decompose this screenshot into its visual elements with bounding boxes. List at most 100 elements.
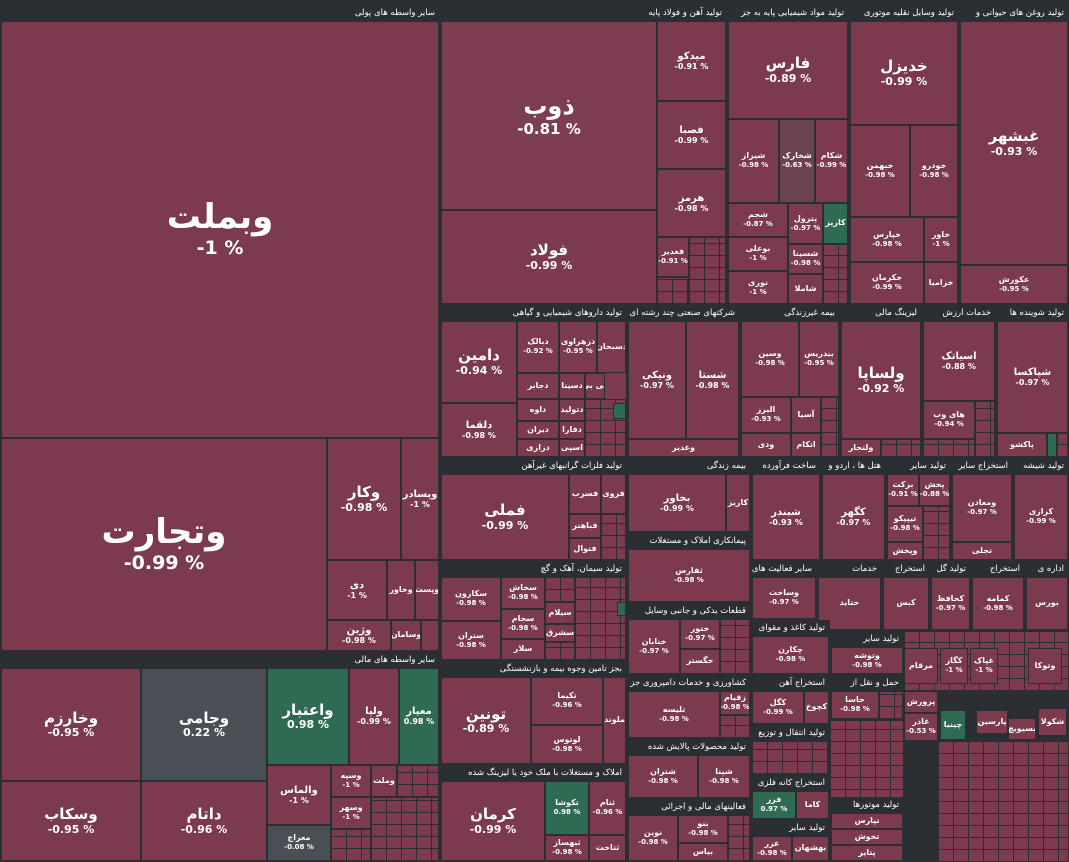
- tile-vlbejat[interactable]: ولتجار: [841, 439, 881, 457]
- tile-vmaadan[interactable]: ومعادن% 0.97-: [952, 474, 1012, 542]
- tile-dasbin[interactable]: اسپی: [559, 439, 585, 457]
- tile-ghazar[interactable]: غاذر% 0.53-: [904, 713, 938, 741]
- tile-vnikki[interactable]: ونیکی% 0.97-: [628, 321, 686, 439]
- tile-tahzar[interactable]: ثتاخت: [589, 835, 626, 861]
- tile-ghazi[interactable]: غزر% 0.98-: [752, 836, 792, 861]
- tile-vskab[interactable]: وسکاب% 0.95-: [1, 781, 141, 861]
- tile-dibiran[interactable]: دیران: [517, 421, 559, 439]
- tile-dsobhan[interactable]: دسبحان: [597, 321, 626, 373]
- tile-shpaksa[interactable]: شپاکسا% 0.97-: [997, 321, 1068, 433]
- tile-basimi[interactable]: بسیویچ: [1008, 718, 1036, 740]
- tile-hama[interactable]: حاسا% 0.98-: [831, 691, 879, 719]
- tile-frozi[interactable]: فروی: [601, 474, 626, 514]
- tile-asia[interactable]: آسیا: [791, 397, 821, 433]
- tile-kariz[interactable]: کاریز: [726, 474, 750, 532]
- tile-vzhin[interactable]: وژین% 0.98-: [327, 620, 391, 651]
- tile-khtoor[interactable]: ختور% 0.97-: [680, 619, 720, 649]
- tile-shiraz[interactable]: شیراز% 0.98-: [728, 119, 779, 203]
- tile-lotos[interactable]: لوتوس% 0.98-: [531, 725, 603, 764]
- tile-molood[interactable]: ملوند: [603, 677, 626, 764]
- tile-miyar[interactable]: معیار% 0.98: [399, 668, 439, 765]
- tile-vasmin[interactable]: وسین% 0.98-: [741, 321, 799, 397]
- tile-barkat[interactable]: برکت% 0.91-: [887, 474, 919, 506]
- tile-damin[interactable]: دامین% 0.94-: [441, 321, 517, 403]
- tile-vlipa[interactable]: ولپا% 0.99-: [349, 668, 399, 765]
- tile-fameli[interactable]: فملی% 0.99-: [441, 474, 569, 560]
- tile-vsine[interactable]: وسپه% 1-: [331, 765, 371, 797]
- tile-atkam[interactable]: اتکام: [791, 433, 821, 457]
- tile-dkobi[interactable]: کی بی: [585, 373, 605, 399]
- tile-vmehr[interactable]: وسهر% 1-: [331, 797, 371, 829]
- tile-kehfat[interactable]: کحافظ% 0.97-: [931, 577, 970, 630]
- tile-kagol[interactable]: کگل% 0.99-: [752, 691, 804, 724]
- tile-tbehsaz[interactable]: ثبهساز% 0.98-: [545, 835, 589, 861]
- tile-vkharazm[interactable]: وخارزم% 0.95-: [1, 668, 141, 781]
- tile-asiatek[interactable]: اسیاتک% 0.88-: [923, 321, 995, 401]
- tile-shsina[interactable]: شسینا% 0.98-: [788, 244, 823, 274]
- tile-shcham[interactable]: شجم% 0.87-: [728, 203, 788, 237]
- tile-fghadir[interactable]: فغدیر% 0.91-: [657, 237, 689, 277]
- tile-vghadir[interactable]: وغدیر: [628, 439, 739, 457]
- tile-vbmelat[interactable]: وبملت% 1-: [1, 21, 439, 438]
- tile-khakram[interactable]: خکرمان% 0.99-: [850, 262, 924, 304]
- tile-vsaman[interactable]: وسامان: [391, 620, 421, 651]
- tile-tekam[interactable]: ثنام% 0.96-: [589, 781, 626, 835]
- tile-vdi[interactable]: ودی: [741, 433, 791, 457]
- tile-tekosha[interactable]: تکوشا% 0.98: [545, 781, 589, 835]
- tile-tpars[interactable]: تپارس: [831, 813, 903, 829]
- tile-fjam[interactable]: فنوال: [569, 538, 601, 560]
- tile-boors[interactable]: بورس: [1026, 577, 1068, 630]
- tile-shetran[interactable]: شتران% 0.98-: [628, 755, 698, 798]
- tile-shamla[interactable]: شاملا: [788, 274, 823, 304]
- tile-bias[interactable]: بیاس: [678, 843, 728, 861]
- tile-khbahman[interactable]: خبهمن% 0.98-: [850, 125, 910, 217]
- tile-khgostar[interactable]: خگستر: [680, 649, 720, 674]
- tile-dbalk[interactable]: دبالک% 0.92-: [517, 321, 559, 373]
- tile-dsina[interactable]: دسینا: [559, 373, 585, 399]
- tile-vpost[interactable]: وپست: [415, 560, 439, 620]
- tile-kchoukh[interactable]: کچوخ: [804, 691, 829, 724]
- tile-fars[interactable]: فارس% 0.89-: [728, 21, 848, 119]
- tile-shbandar[interactable]: شبندر% 0.93-: [752, 474, 820, 560]
- tile-dfara[interactable]: دفارا: [559, 421, 585, 439]
- tile-small-positive[interactable]: [1047, 433, 1057, 457]
- tile-tipiko[interactable]: تیپیکو% 0.98-: [887, 506, 923, 542]
- tile-tleesah[interactable]: تلیسه% 0.98-: [628, 691, 720, 738]
- tile-vtoka[interactable]: وتوکا: [1028, 648, 1062, 684]
- tile-ghbak[interactable]: غپاک% 1-: [970, 648, 998, 684]
- tile-tonin[interactable]: تونین% 0.89-: [441, 677, 531, 764]
- tile-tkhosh[interactable]: تخوش: [831, 829, 903, 845]
- tile-midko[interactable]: میدکو% 0.91-: [657, 21, 726, 101]
- tile-bouali[interactable]: بوعلی% 1-: [728, 237, 788, 271]
- tile-alborz[interactable]: البرز% 0.93-: [741, 397, 791, 433]
- tile-pakosh[interactable]: پاکشو: [997, 433, 1047, 457]
- tile-dey[interactable]: دی% 1-: [327, 560, 387, 620]
- tile-bino[interactable]: بنو% 0.98-: [678, 815, 728, 843]
- tile-foolad[interactable]: فولاد% 0.99-: [441, 210, 657, 304]
- tile-tajli[interactable]: تجلی: [952, 542, 1012, 560]
- tile-maram[interactable]: مرقام: [904, 648, 938, 684]
- tile-karazi[interactable]: کرازی% 0.99-: [1014, 474, 1068, 560]
- tile-djaber[interactable]: دجابر: [517, 373, 559, 399]
- tile-small-positive[interactable]: [617, 602, 626, 616]
- tile-tekima[interactable]: تکیما% 0.96-: [531, 677, 603, 725]
- tile-valmas[interactable]: والماس% 1-: [267, 765, 331, 825]
- tile-piam[interactable]: پتایر: [831, 845, 903, 861]
- tile-khavar[interactable]: خاور% 1-: [924, 217, 958, 262]
- tile-zaram[interactable]: زقیام% 0.98-: [720, 691, 750, 715]
- tile-fnafiz[interactable]: فباهنر: [569, 514, 601, 538]
- tile-vetebar[interactable]: واعتبار% 0.98: [267, 668, 349, 765]
- tile-shpena[interactable]: شپنا% 0.98-: [698, 755, 750, 798]
- tile-shekam[interactable]: شکام% 0.99-: [815, 119, 848, 203]
- tile-chinia[interactable]: چینیا: [940, 710, 966, 740]
- tile-ghshahr[interactable]: غبشهر% 0.93-: [960, 21, 1068, 265]
- tile-vmolt[interactable]: وملت: [371, 765, 397, 797]
- tile-shasta[interactable]: شستا% 0.98-: [686, 321, 739, 439]
- tile-khodro[interactable]: خدیزل% 0.99-: [850, 21, 958, 125]
- tile-shakola[interactable]: شکولا: [1038, 708, 1067, 736]
- tile-shkhark[interactable]: شخارک% 0.63-: [779, 119, 815, 203]
- tile-nouri[interactable]: نوری% 1-: [728, 271, 788, 304]
- tile-fasba[interactable]: فصبا% 0.99-: [657, 101, 726, 169]
- tile-vkhavar[interactable]: وخاور: [387, 560, 415, 620]
- tile-sestan[interactable]: ستران% 0.98-: [441, 621, 501, 660]
